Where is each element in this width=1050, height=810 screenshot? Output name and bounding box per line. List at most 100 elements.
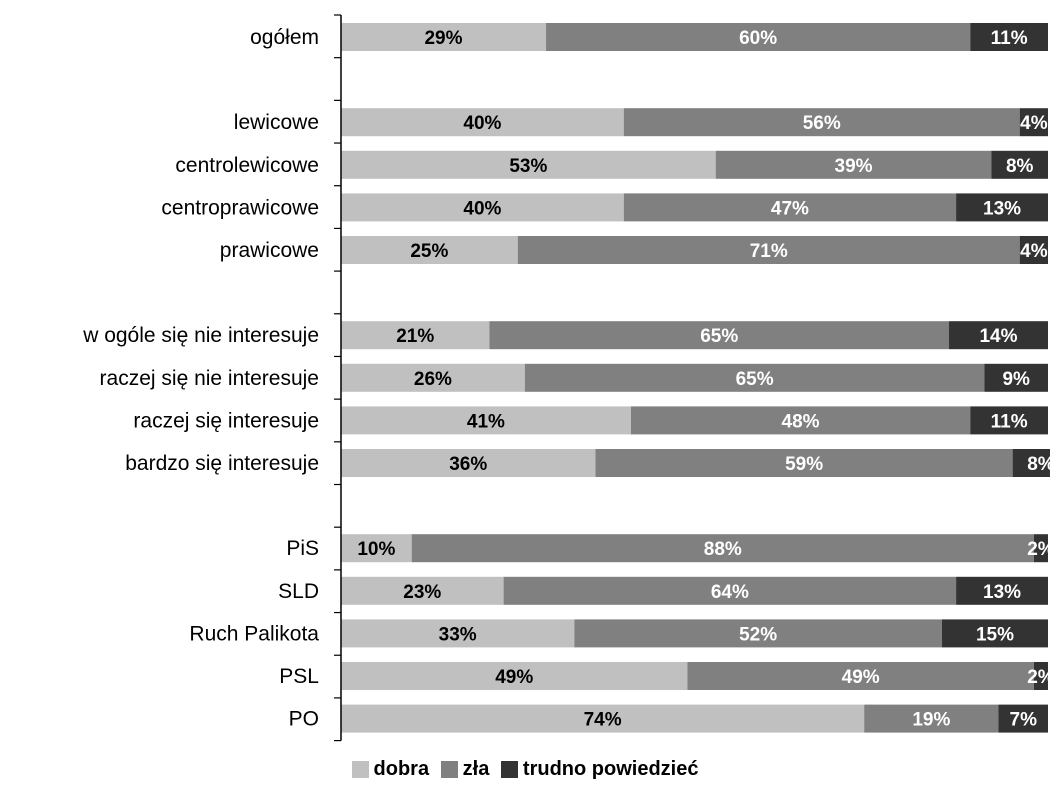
data-label: 2% (1027, 539, 1050, 560)
category-label: centrolewicowe (175, 154, 319, 177)
bar-segment (341, 321, 490, 350)
bar-segment (970, 406, 1048, 435)
category-label: w ogóle się nie interesuje (82, 324, 319, 347)
data-label: 7% (1010, 710, 1038, 731)
bar-segment (956, 576, 1048, 605)
data-label: 25% (410, 241, 448, 262)
data-label: 8% (1006, 156, 1034, 177)
data-label: 19% (912, 710, 950, 731)
category-label: Ruch Palikota (189, 622, 319, 645)
category-label: bardzo się interesuje (125, 452, 319, 475)
bar-segment (984, 363, 1048, 392)
category-label: lewicowe (234, 111, 319, 134)
data-label: 74% (584, 710, 622, 731)
stacked-bar-chart: ogółem 29% 60% 11% lewicowe 40% 56% 4% centrolew… (82, 14, 1050, 742)
bar-segment (341, 363, 525, 392)
bar-segment (998, 704, 1048, 733)
category-label: PiS (286, 537, 319, 560)
legend-swatch-trudno-powiedziec (500, 761, 518, 778)
bar-segment (941, 619, 1048, 648)
legend-label-trudno-powiedziec: trudno powiedzieć (522, 758, 699, 780)
legend-label-zla: zła (462, 758, 490, 780)
data-label: 88% (704, 539, 742, 560)
bar-segment (991, 150, 1048, 179)
bar-segment (1019, 108, 1048, 137)
bar-segment (341, 108, 624, 137)
bar-segment (341, 662, 688, 690)
bar-segment (623, 193, 957, 222)
bar-segment (1012, 449, 1050, 477)
bar-segment (970, 23, 1048, 51)
bar-segment (341, 406, 631, 435)
data-label: 2% (1027, 667, 1050, 688)
bar-segment (687, 662, 1034, 690)
bar-segment (623, 108, 1020, 137)
data-label: 26% (414, 369, 452, 390)
data-label: 59% (785, 454, 823, 475)
data-label: 40% (463, 198, 501, 219)
data-label: 49% (495, 667, 533, 688)
legend-swatch-dobra (351, 761, 369, 778)
data-label: 65% (700, 326, 738, 347)
bar-segment (949, 321, 1048, 350)
bar-segment (341, 236, 518, 264)
bar-segment (341, 534, 412, 563)
bar-segment (956, 193, 1048, 222)
bar-segment (1019, 236, 1048, 264)
data-label: 36% (449, 454, 487, 475)
bar-segment (595, 449, 1013, 477)
bar-segment (489, 321, 950, 350)
data-label: 71% (750, 241, 788, 262)
data-label: 40% (463, 113, 501, 134)
data-label: 41% (467, 411, 505, 432)
data-label: 8% (1027, 454, 1050, 475)
data-label: 15% (976, 624, 1014, 645)
bar-segment (630, 406, 971, 435)
legend-item-zla: zła (440, 758, 490, 781)
data-label: 10% (357, 539, 395, 560)
data-label: 13% (983, 582, 1021, 603)
legend-item-trudno-powiedziec: trudno powiedzieć (500, 758, 699, 781)
bar-segment (517, 236, 1020, 264)
data-label: 11% (991, 28, 1028, 49)
data-label: 48% (782, 411, 820, 432)
data-label: 64% (711, 582, 749, 603)
bar-segment (341, 619, 575, 648)
data-label: 65% (736, 369, 774, 390)
bar-segment (341, 193, 624, 222)
bar-segment (574, 619, 942, 648)
data-label: 53% (509, 156, 547, 177)
data-label: 56% (803, 113, 841, 134)
category-label: raczej się interesuje (133, 409, 319, 432)
data-label: 4% (1020, 113, 1048, 134)
category-label: PSL (279, 665, 319, 688)
bar-segment (864, 704, 999, 733)
bar-segment (411, 534, 1034, 563)
bar-segment (341, 704, 865, 733)
data-label: 4% (1020, 241, 1048, 262)
data-label: 29% (424, 28, 462, 49)
bar-segment (341, 23, 547, 51)
category-label: raczej się nie interesuje (100, 367, 319, 390)
bar-segment (1033, 534, 1048, 563)
data-label: 9% (1002, 369, 1030, 390)
legend-swatch-zla (440, 761, 458, 778)
bar-segment (715, 150, 992, 179)
bar-segment (341, 449, 596, 477)
bar-segment (1033, 662, 1048, 690)
data-label: 33% (439, 624, 477, 645)
legend-label-dobra: dobra (373, 758, 430, 780)
data-label: 49% (842, 667, 880, 688)
legend-item-dobra: dobra (351, 758, 430, 781)
bar-segment (503, 576, 957, 605)
bar-segment (524, 363, 985, 392)
bar-segment (546, 23, 971, 51)
data-label: 21% (396, 326, 434, 347)
bar-segment (341, 576, 504, 605)
data-label: 60% (739, 28, 777, 49)
data-label: 47% (771, 198, 809, 219)
legend: dobra zła trudno powiedzieć (0, 758, 1050, 788)
data-label: 14% (979, 326, 1017, 347)
category-label: prawicowe (220, 239, 319, 262)
category-label: centroprawicowe (161, 196, 319, 219)
